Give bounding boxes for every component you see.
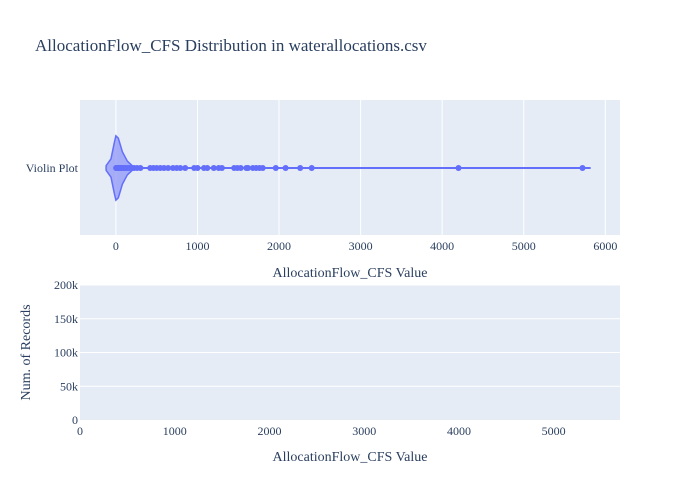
violin-point bbox=[259, 165, 266, 171]
violin-point bbox=[237, 165, 244, 171]
histogram-y-tick-label: 0 bbox=[72, 413, 78, 427]
violin-point bbox=[177, 165, 184, 171]
violin-x-tick-label: 5000 bbox=[512, 239, 536, 253]
violin-point bbox=[165, 165, 172, 171]
violin-x-tick-label: 3000 bbox=[349, 239, 373, 253]
violin-x-tick-label: 0 bbox=[113, 239, 119, 253]
violin-x-ticks: 0 1000 2000 3000 4000 5000 6000 bbox=[113, 239, 617, 253]
violin-point bbox=[218, 165, 225, 171]
histogram-y-ticks: 0 50k 100k 150k 200k bbox=[54, 278, 78, 427]
violin-point bbox=[210, 165, 217, 171]
chart-title: AllocationFlow_CFS Distribution in water… bbox=[35, 36, 427, 55]
violin-point bbox=[455, 165, 462, 171]
violin-point bbox=[308, 165, 315, 171]
violin-point bbox=[182, 165, 189, 171]
histogram-y-axis-title: Num. of Records bbox=[19, 304, 34, 400]
histogram-x-tick-label: 4000 bbox=[447, 424, 471, 438]
histogram-y-tick-label: 200k bbox=[54, 278, 78, 292]
violin-x-tick-label: 4000 bbox=[430, 239, 454, 253]
histogram-x-ticks: 0 1000 2000 3000 4000 5000 bbox=[77, 424, 566, 438]
violin-x-tick-label: 6000 bbox=[593, 239, 617, 253]
violin-point bbox=[282, 165, 289, 171]
violin-x-axis-title: AllocationFlow_CFS Value bbox=[273, 266, 428, 281]
histogram-y-tick-label: 100k bbox=[54, 346, 78, 360]
violin-point bbox=[137, 165, 144, 171]
violin-point bbox=[161, 165, 167, 171]
violin-point bbox=[194, 165, 201, 171]
violin-points bbox=[113, 165, 586, 171]
violin-point bbox=[245, 165, 251, 171]
histogram-x-axis-title: AllocationFlow_CFS Value bbox=[273, 450, 428, 465]
histogram-y-tick-label: 50k bbox=[60, 379, 78, 393]
histogram-x-tick-label: 1000 bbox=[163, 424, 187, 438]
violin-x-tick-label: 2000 bbox=[267, 239, 291, 253]
histogram-x-tick-label: 5000 bbox=[542, 424, 566, 438]
violin-category-label: Violin Plot bbox=[26, 161, 79, 175]
histogram-x-tick-label: 3000 bbox=[352, 424, 376, 438]
violin-point bbox=[579, 165, 586, 171]
histogram-y-tick-label: 150k bbox=[54, 312, 78, 326]
violin-point bbox=[297, 165, 304, 171]
violin-subplot: 0 1000 2000 3000 4000 5000 6000 Violin Plot Al… bbox=[26, 100, 620, 281]
violin-point bbox=[204, 165, 211, 171]
violin-x-tick-label: 1000 bbox=[185, 239, 209, 253]
histogram-x-tick-label: 0 bbox=[77, 424, 83, 438]
violin-point bbox=[272, 165, 279, 171]
histogram-x-tick-label: 2000 bbox=[257, 424, 281, 438]
histogram-subplot: 0 50k 100k 150k 200k 0 1000 2000 3000 4000 5000 A… bbox=[19, 278, 620, 465]
histogram-gridlines bbox=[80, 284, 620, 387]
